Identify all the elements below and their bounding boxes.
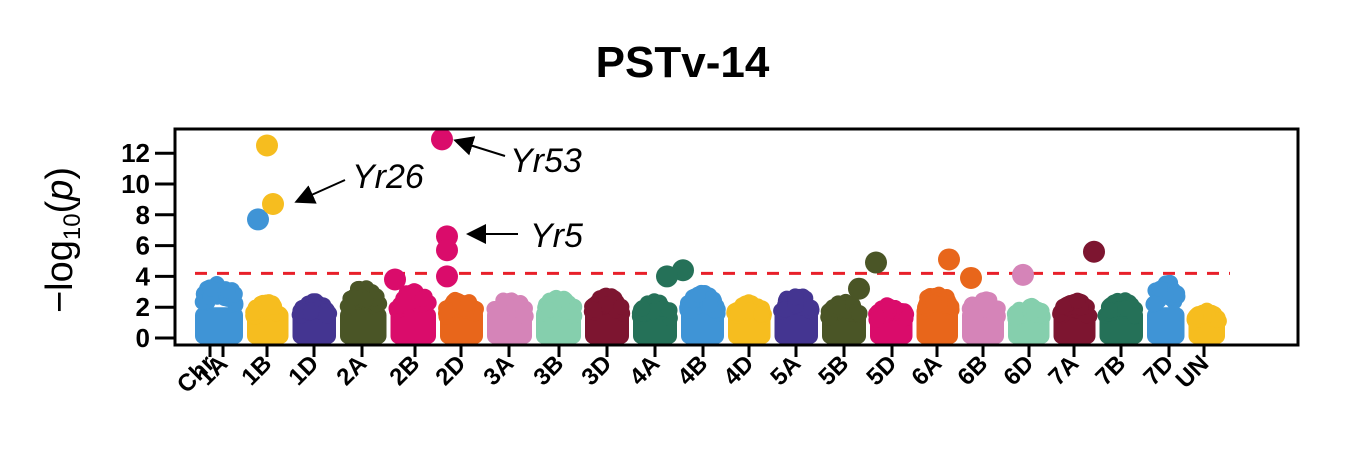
chromosome-5B-points: [820, 293, 868, 344]
significant-point-2B: [436, 239, 458, 262]
x-tick-label: UN: [1171, 350, 1215, 394]
chromosome-3D-points: [583, 287, 631, 344]
plot-frame: [173, 127, 1300, 347]
chromosome-5D-points: [868, 297, 915, 344]
chromosome-4D-points: [726, 294, 772, 344]
x-tick-label: 4D: [718, 350, 759, 391]
chromosome-2A-points: [339, 280, 388, 344]
significant-point-1A: [247, 208, 269, 231]
x-tick-label: 6D: [998, 350, 1039, 391]
x-tick-label: 1B: [236, 350, 277, 391]
x-tick-label: 5A: [765, 350, 806, 391]
x-tick-label: 3D: [576, 350, 617, 391]
chromosome-1B-points: [245, 294, 289, 344]
x-tick-label: 5D: [861, 350, 902, 391]
x-tick-label: 2A: [331, 350, 372, 391]
y-tick-label: 8: [136, 200, 150, 230]
significant-point-1B: [256, 134, 278, 157]
chromosome-1A-points: [194, 276, 244, 344]
significant-point-2B: [384, 268, 406, 291]
y-tick-label: 0: [136, 323, 150, 353]
x-tick-label: 1D: [283, 350, 324, 391]
annotation-arrow: [294, 179, 346, 204]
significant-point-5B: [848, 277, 870, 300]
significant-point-5B: [865, 251, 887, 274]
chromosome-1D-points: [291, 293, 338, 344]
chromosome-UN-points: [1186, 302, 1227, 344]
x-tick-label: 7B: [1090, 350, 1131, 391]
chromosome-7A-points: [1052, 292, 1098, 344]
x-tick-label: 6B: [952, 350, 993, 391]
significant-point-2B: [431, 128, 453, 151]
y-tick-label: 12: [121, 138, 150, 168]
x-tick-label: 4B: [672, 350, 713, 391]
annotation-arrow: [453, 136, 506, 157]
x-tick-label: 5B: [813, 350, 854, 391]
significant-point-7A: [1083, 240, 1105, 263]
chromosome-7B-points: [1097, 292, 1144, 344]
gene-label-Yr5: Yr5: [530, 217, 583, 255]
x-tick-label: 4A: [624, 350, 665, 391]
y-tick-label: 2: [136, 292, 150, 322]
significant-point-6A: [938, 248, 960, 271]
x-tick-label: 3B: [528, 350, 569, 391]
y-tick-label: 6: [136, 231, 150, 261]
significant-point-1B: [262, 193, 284, 216]
significant-point-6B: [1012, 263, 1034, 286]
x-tick-label: 7A: [1043, 350, 1084, 391]
chromosome-4B-points: [679, 284, 726, 344]
chromosome-7D-points: [1145, 274, 1186, 344]
gene-label-Yr26: Yr26: [352, 158, 424, 196]
significant-point-2B: [436, 265, 458, 288]
chromosome-2B-points: [388, 283, 437, 344]
chart-title: PSTv-14: [595, 38, 770, 87]
y-tick-label: 4: [136, 261, 151, 291]
x-tick-label: 3A: [478, 350, 519, 391]
x-tick-label: 2B: [384, 350, 425, 391]
x-tick-label: 2D: [430, 350, 471, 391]
chromosome-2D-points: [438, 291, 484, 344]
chromosome-3B-points: [536, 289, 583, 344]
chromosome-6B-points: [961, 291, 1006, 344]
x-tick-label: 6A: [906, 350, 947, 391]
x-tick-label: 7D: [1138, 350, 1179, 391]
background-points: [194, 274, 1227, 344]
gene-label-Yr53: Yr53: [510, 142, 582, 180]
chromosome-6A-points: [916, 286, 960, 344]
significant-point-6A: [960, 266, 982, 289]
chromosome-4A-points: [631, 293, 678, 344]
chromosome-5A-points: [773, 288, 820, 344]
y-tick-label: 10: [121, 169, 150, 199]
y-axis-label: −log10(p): [39, 167, 86, 313]
chromosome-3A-points: [486, 292, 534, 344]
chromosome-6D-points: [1006, 297, 1051, 344]
significant-points: [247, 128, 1105, 300]
significant-point-4A: [656, 265, 678, 288]
